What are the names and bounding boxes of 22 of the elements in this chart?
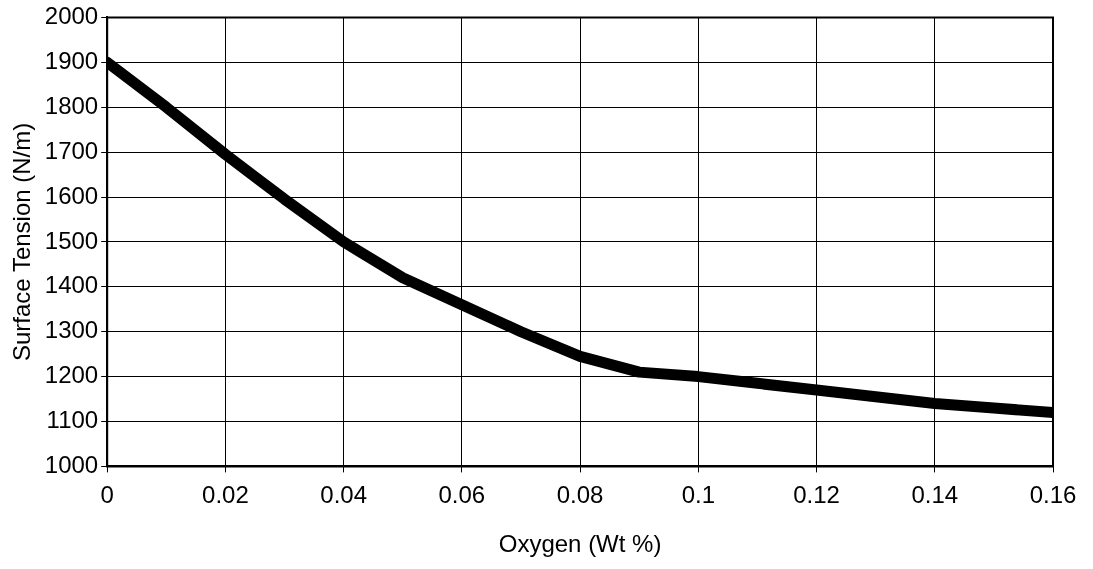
x-tick-label: 0 — [100, 481, 114, 509]
x-tick-label: 0.14 — [911, 481, 959, 509]
x-tick-label: 0.08 — [556, 481, 604, 509]
y-tick-label: 2000 — [44, 2, 99, 30]
y-tick-label: 1100 — [46, 406, 99, 434]
x-tick-label: 0.04 — [320, 481, 367, 509]
x-tick-label: 0.12 — [793, 481, 840, 509]
y-tick-label: 1400 — [44, 271, 99, 299]
y-axis-title: Surface Tension (N/m) — [8, 122, 36, 362]
y-tick-label: 1900 — [44, 46, 99, 74]
y-tick-label: 1300 — [44, 316, 99, 344]
y-tick-label: 1000 — [44, 451, 99, 479]
x-tick-label: 0.1 — [681, 481, 716, 509]
x-axis-title: Oxygen (Wt %) — [498, 530, 662, 558]
x-tick-label: 0.02 — [202, 481, 249, 509]
y-tick-label: 1500 — [44, 226, 99, 254]
x-tick-label: 0.16 — [1029, 481, 1077, 509]
y-tick-label: 1800 — [44, 91, 99, 119]
x-tick-label: 0.06 — [438, 481, 486, 509]
y-tick-label: 1200 — [44, 361, 99, 389]
y-tick-label: 1600 — [44, 181, 99, 209]
y-tick-label: 1700 — [44, 136, 99, 164]
